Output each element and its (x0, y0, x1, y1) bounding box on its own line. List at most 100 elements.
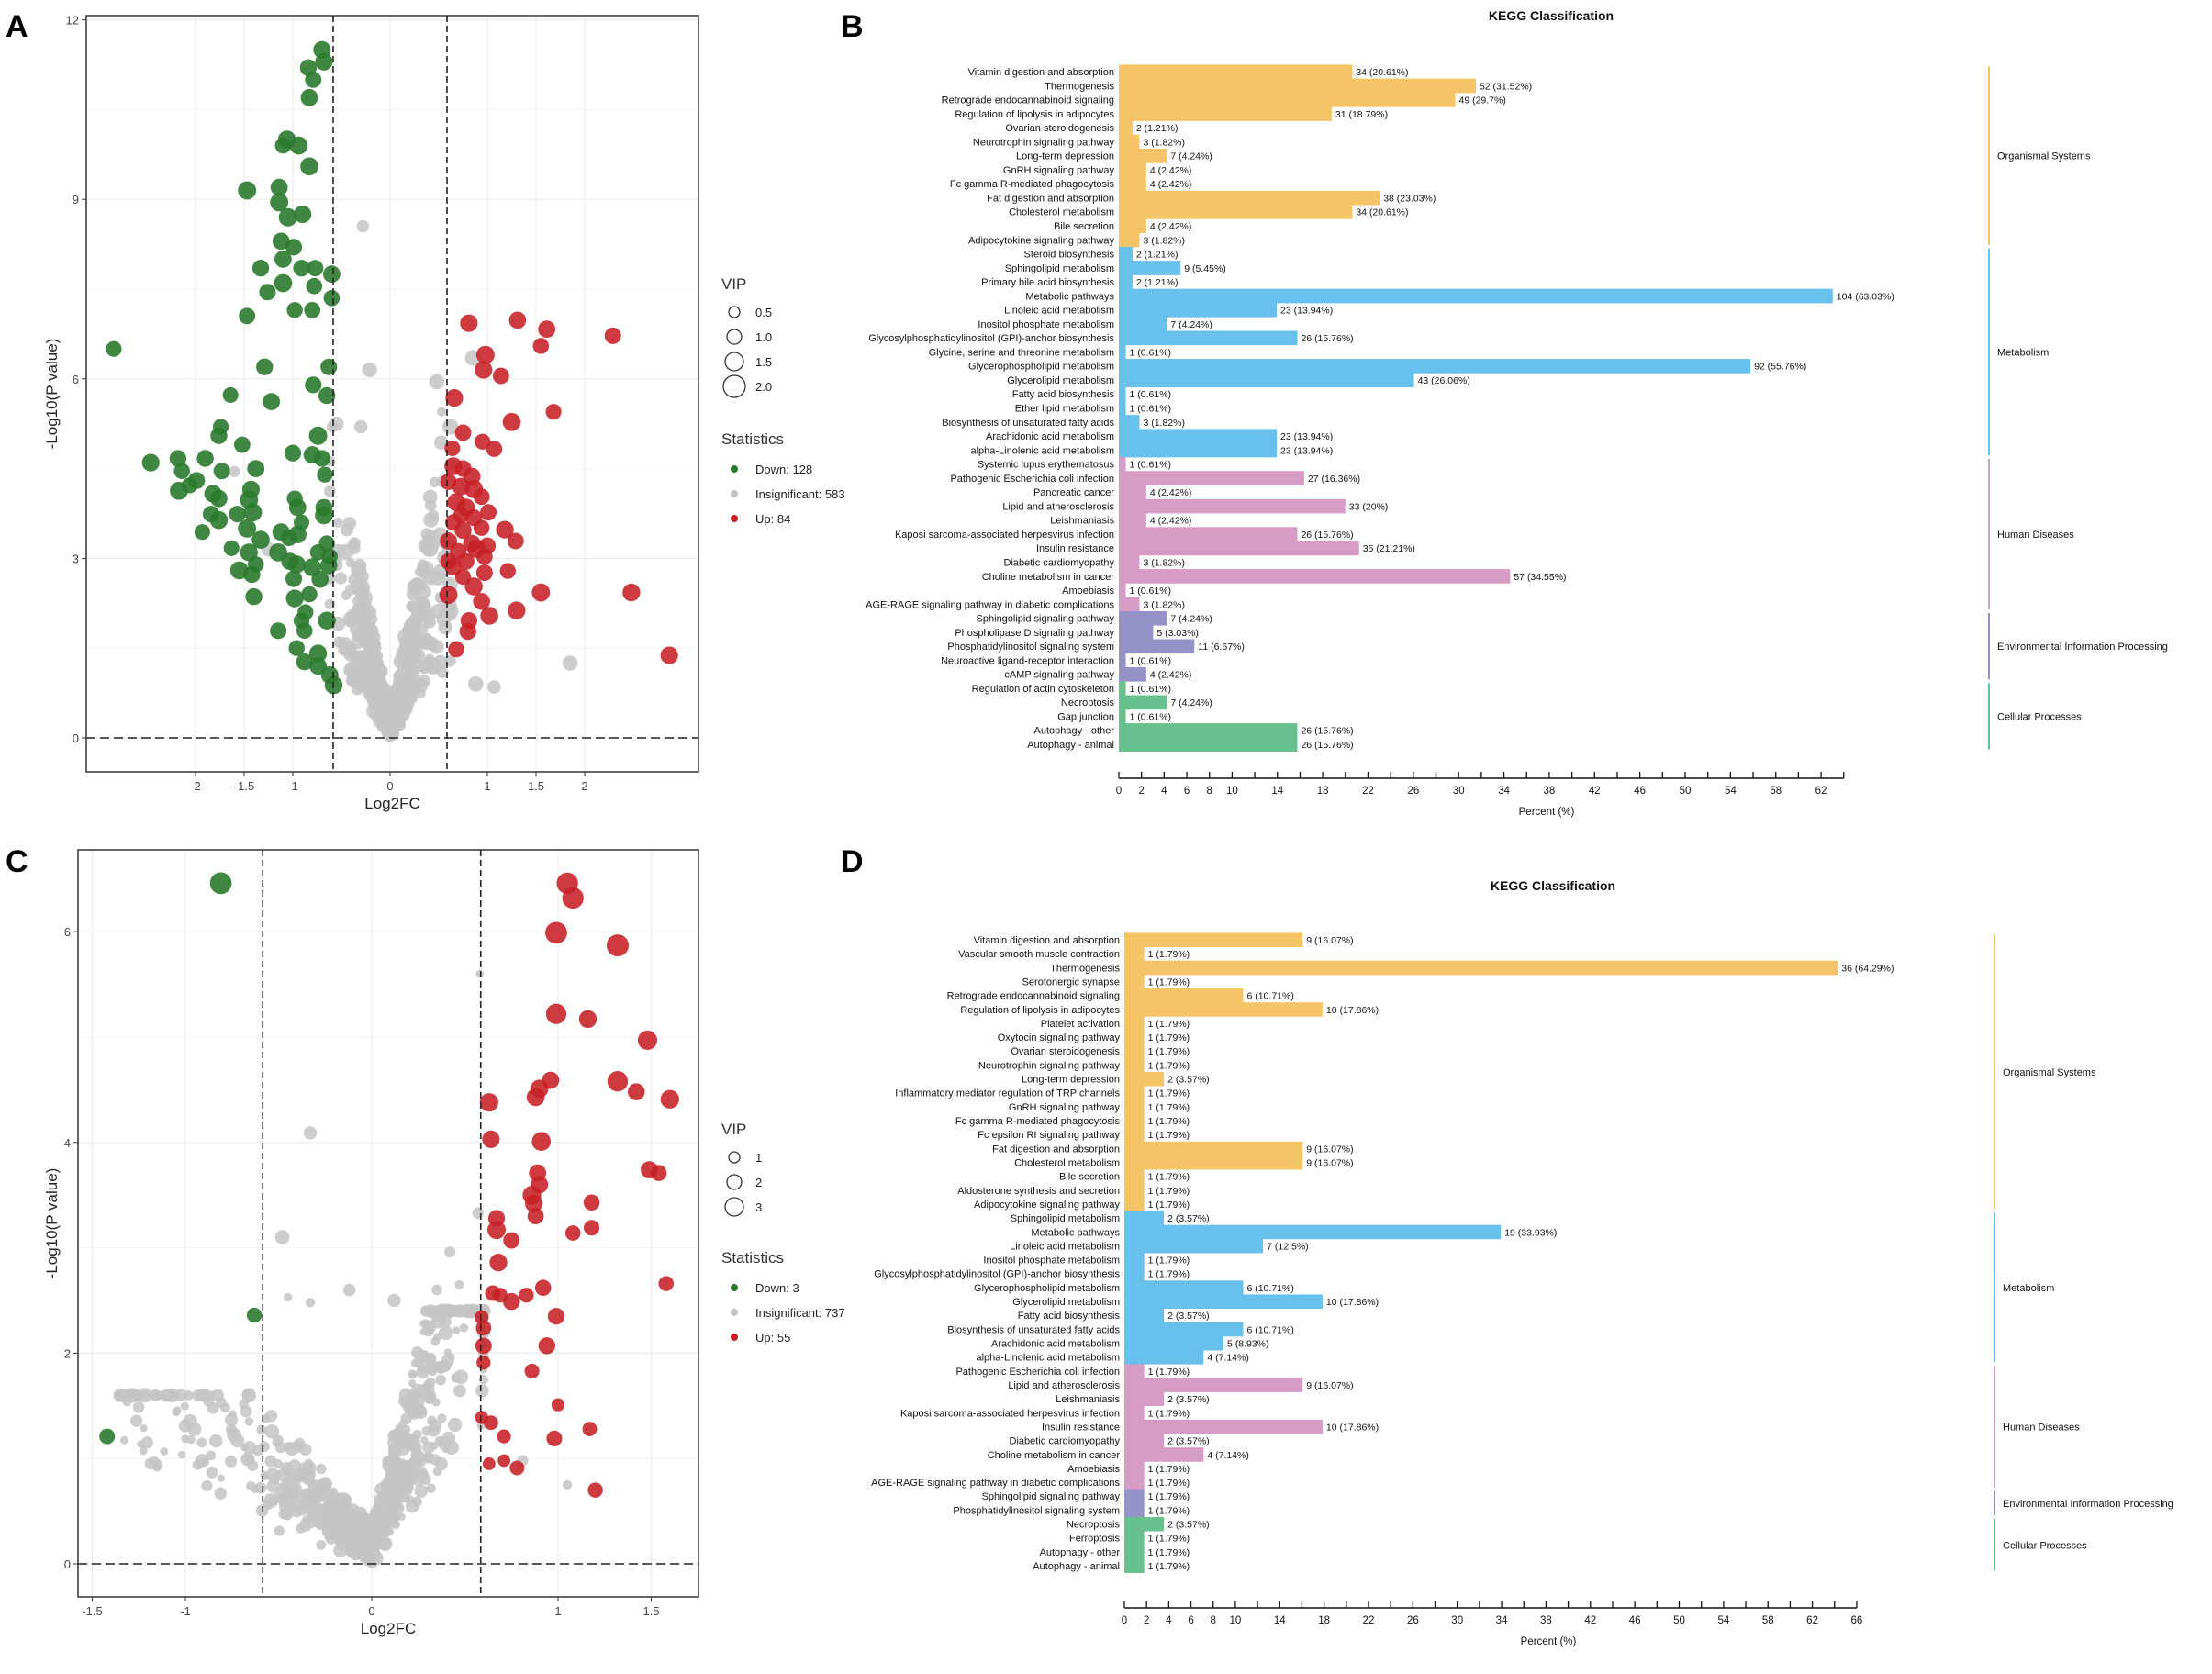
insignificant-point (187, 1422, 202, 1436)
up-point (475, 433, 491, 450)
insignificant-point (472, 1207, 484, 1219)
bar-category-label: Regulation of actin cytoskeleton (972, 684, 1114, 695)
bar (1119, 429, 1278, 444)
bar-category-label: AGE-RAGE signaling pathway in diabetic c… (866, 599, 1114, 610)
down-point (270, 178, 288, 196)
insignificant-point (388, 1453, 399, 1464)
x-tick-label: 6 (1184, 786, 1190, 797)
bar (1124, 1558, 1145, 1573)
insignificant-point (324, 598, 335, 609)
bar-value-label: 3 (1.82%) (1143, 235, 1185, 246)
insignificant-point (412, 1429, 422, 1440)
insignificant-point (459, 1323, 469, 1333)
insignificant-point (395, 1458, 408, 1472)
down-point (308, 426, 328, 445)
insignificant-point (438, 1325, 453, 1341)
bar-value-label: 6 (10.71%) (1246, 991, 1293, 1002)
insignificant-point (396, 707, 410, 721)
insignificant-point (420, 1352, 436, 1367)
bar-category-label: Arachidonic acid metabolism (991, 1339, 1120, 1350)
insignificant-point (276, 1468, 290, 1482)
legend-size-symbol (724, 352, 744, 372)
bar-category-label: Sphingolipid signaling pathway (982, 1491, 1121, 1502)
up-point (448, 641, 464, 658)
bar-value-label: 1 (1.79%) (1148, 1116, 1190, 1127)
insignificant-point (422, 1320, 437, 1334)
insignificant-point (196, 1437, 207, 1448)
up-point (660, 646, 678, 664)
bar (1119, 359, 1751, 374)
group-label: Human Diseases (1997, 530, 2074, 541)
bar-value-label: 1 (1.79%) (1148, 1102, 1190, 1113)
bar-value-label: 9 (16.07%) (1306, 1144, 1353, 1155)
bar (1119, 554, 1140, 570)
bar (1119, 64, 1353, 80)
insignificant-point (177, 1450, 186, 1459)
bar (1119, 205, 1353, 219)
bar-value-label: 19 (33.93%) (1504, 1227, 1557, 1238)
bar (1124, 1002, 1323, 1017)
bar-value-label: 31 (18.79%) (1335, 109, 1388, 120)
bar-category-label: Insulin resistance (1042, 1422, 1120, 1433)
up-point (460, 314, 478, 332)
down-point (270, 622, 287, 640)
bar (1119, 317, 1167, 331)
insignificant-point (421, 543, 435, 557)
insignificant-point (349, 1512, 363, 1526)
x-tick-label: 8 (1207, 786, 1212, 797)
bar-value-label: 38 (23.03%) (1383, 193, 1436, 204)
up-point (486, 441, 503, 457)
group-label: Organismal Systems (1997, 151, 2091, 162)
insignificant-point (437, 407, 447, 417)
bar-category-label: Glycine, serine and threonine metabolism (929, 347, 1114, 358)
volcano-plot-a: -2 -1.5 -1 0 1 1.5 2 0 3 6 9 12 Log2FC -Log10(P value… (43, 14, 845, 812)
bar-value-label: 10 (17.86%) (1326, 1297, 1379, 1308)
legend-up-symbol (731, 1334, 738, 1341)
insignificant-point (397, 1512, 406, 1521)
up-point (454, 521, 472, 540)
legend-size-label: 0.5 (755, 306, 772, 319)
bar (1124, 960, 1838, 976)
bar (1119, 471, 1304, 485)
bar (1119, 695, 1167, 710)
insignificant-point (388, 1484, 401, 1497)
down-point (300, 157, 318, 176)
insignificant-point (407, 600, 419, 612)
insignificant-point (332, 517, 343, 529)
insignificant-point (180, 1401, 189, 1411)
down-point (305, 376, 322, 394)
legend-insig-symbol (731, 1309, 738, 1316)
bar-category-label: Fatty acid biosynthesis (1018, 1311, 1121, 1322)
down-point (259, 284, 276, 301)
bar-value-label: 3 (1.82%) (1143, 137, 1185, 148)
insignificant-point (372, 1512, 382, 1523)
bar (1124, 1127, 1145, 1143)
down-point (239, 307, 256, 325)
insignificant-point (280, 1509, 291, 1521)
bar (1124, 1502, 1145, 1518)
down-point (313, 450, 330, 467)
insignificant-point (181, 1434, 190, 1444)
bar-value-label: 2 (1.21%) (1136, 250, 1179, 261)
insignificant-point (387, 1293, 401, 1308)
up-point (454, 424, 472, 441)
bar-category-label: Cholesterol metabolism (1009, 207, 1114, 218)
down-point (305, 71, 322, 88)
insignificant-point (334, 572, 348, 585)
chart-title: KEGG Classification (1489, 8, 1614, 23)
insignificant-point (396, 1434, 408, 1446)
insignificant-point (414, 1484, 428, 1498)
insignificant-point (208, 1434, 223, 1448)
bar-value-label: 26 (15.76%) (1301, 530, 1353, 541)
insignificant-point (338, 1492, 346, 1501)
down-point (304, 301, 321, 318)
up-point (583, 1194, 600, 1211)
x-tick-label: 0 (386, 779, 393, 793)
up-point (519, 1288, 534, 1303)
bar-category-label: Insulin resistance (1036, 543, 1114, 554)
y-axis-title: -Log10(P value) (43, 1168, 61, 1279)
insignificant-point (241, 1454, 250, 1463)
insignificant-point (416, 1365, 430, 1379)
up-point (546, 1430, 563, 1446)
up-point (482, 1457, 496, 1470)
